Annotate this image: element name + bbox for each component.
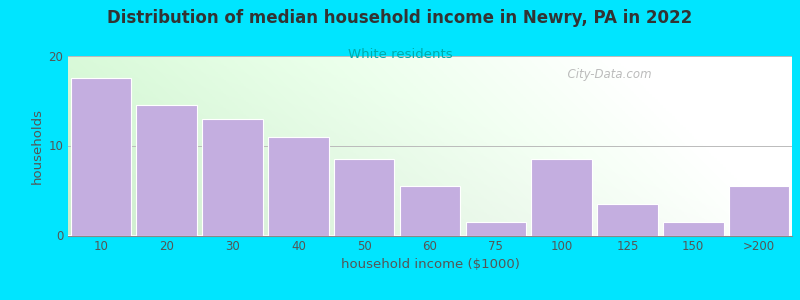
- Bar: [663, 222, 723, 236]
- Bar: [531, 159, 592, 236]
- Bar: [334, 159, 394, 236]
- X-axis label: household income ($1000): household income ($1000): [341, 257, 519, 271]
- Y-axis label: households: households: [31, 107, 44, 184]
- Bar: [400, 186, 460, 236]
- Bar: [137, 105, 197, 236]
- Text: White residents: White residents: [348, 48, 452, 61]
- Bar: [268, 136, 329, 236]
- Bar: [466, 222, 526, 236]
- Text: City-Data.com: City-Data.com: [560, 68, 652, 81]
- Bar: [202, 118, 263, 236]
- Text: Distribution of median household income in Newry, PA in 2022: Distribution of median household income …: [107, 9, 693, 27]
- Bar: [597, 204, 658, 236]
- Bar: [729, 186, 790, 236]
- Bar: [70, 78, 131, 236]
